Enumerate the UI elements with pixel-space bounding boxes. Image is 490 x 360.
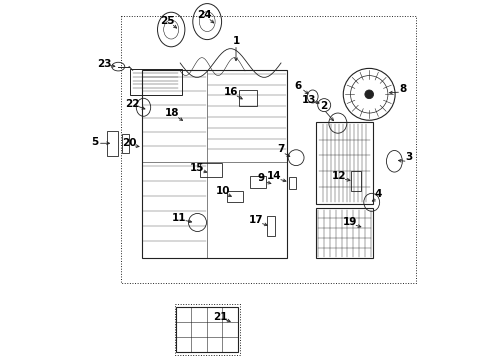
Bar — [239, 90, 257, 106]
Text: 3: 3 — [405, 152, 413, 162]
Text: 17: 17 — [248, 215, 263, 225]
Bar — [227, 191, 243, 202]
Text: 20: 20 — [122, 138, 136, 148]
Text: 2: 2 — [320, 101, 328, 111]
Bar — [200, 163, 221, 177]
Text: 22: 22 — [125, 99, 140, 109]
Text: 10: 10 — [216, 186, 230, 196]
Text: 25: 25 — [160, 16, 175, 26]
Text: 7: 7 — [277, 144, 285, 154]
Text: 24: 24 — [197, 10, 212, 20]
Text: 11: 11 — [172, 213, 187, 223]
Text: 18: 18 — [165, 108, 179, 118]
Text: 4: 4 — [374, 189, 382, 199]
Text: 1: 1 — [232, 36, 240, 46]
Text: 8: 8 — [400, 84, 407, 94]
Bar — [316, 208, 373, 258]
Bar — [289, 176, 296, 189]
Bar — [176, 307, 238, 352]
Bar — [143, 70, 288, 258]
Bar — [267, 216, 275, 236]
Text: 13: 13 — [302, 95, 317, 105]
Text: 9: 9 — [258, 173, 265, 183]
Bar — [249, 176, 266, 188]
Text: 5: 5 — [91, 137, 98, 147]
Text: 21: 21 — [213, 312, 228, 322]
Text: 6: 6 — [294, 81, 302, 91]
Text: 15: 15 — [190, 163, 205, 174]
Text: 12: 12 — [332, 171, 346, 181]
Text: 19: 19 — [343, 217, 357, 228]
Text: 23: 23 — [97, 59, 111, 69]
Bar — [107, 131, 118, 156]
Ellipse shape — [365, 90, 373, 99]
Bar — [316, 122, 373, 204]
Text: 16: 16 — [224, 87, 239, 97]
Text: 14: 14 — [267, 171, 282, 181]
Bar — [130, 69, 182, 95]
Bar — [122, 134, 129, 153]
Bar — [351, 171, 361, 191]
